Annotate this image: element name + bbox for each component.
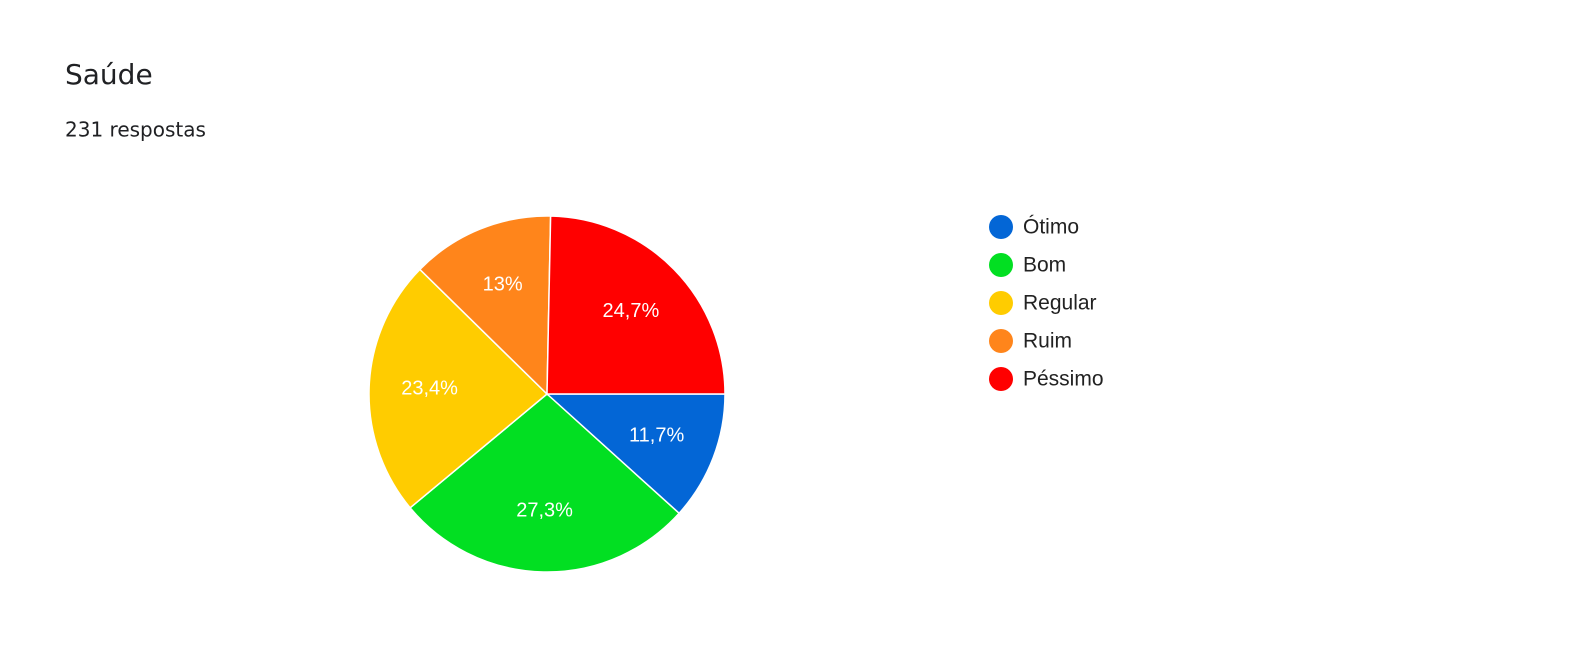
chart-subtitle: 231 respostas — [65, 118, 206, 142]
pie-slice — [409, 393, 681, 573]
legend-label: Péssimo — [1023, 368, 1104, 391]
value-label: 27,3% — [516, 500, 573, 522]
value-label: 24,7% — [603, 300, 660, 322]
value-label: 23,4% — [401, 377, 458, 399]
pie-slice — [546, 215, 726, 395]
pie-slice — [545, 393, 726, 515]
legend-label: Bom — [1023, 254, 1066, 277]
legend-marker — [989, 215, 1013, 239]
legend-label: Ruim — [1023, 330, 1072, 353]
value-label: 11,7% — [629, 424, 684, 446]
pie-slice — [418, 215, 552, 396]
value-label: 13% — [483, 274, 523, 296]
chart-title: Saúde — [65, 58, 153, 91]
legend-label: Regular — [1023, 292, 1097, 315]
legend-label: Ótimo — [1023, 216, 1079, 239]
pie-slice — [368, 268, 549, 509]
legend-marker — [989, 253, 1013, 277]
legend-marker — [989, 367, 1013, 391]
legend-marker — [989, 329, 1013, 353]
legend-marker — [989, 291, 1013, 315]
